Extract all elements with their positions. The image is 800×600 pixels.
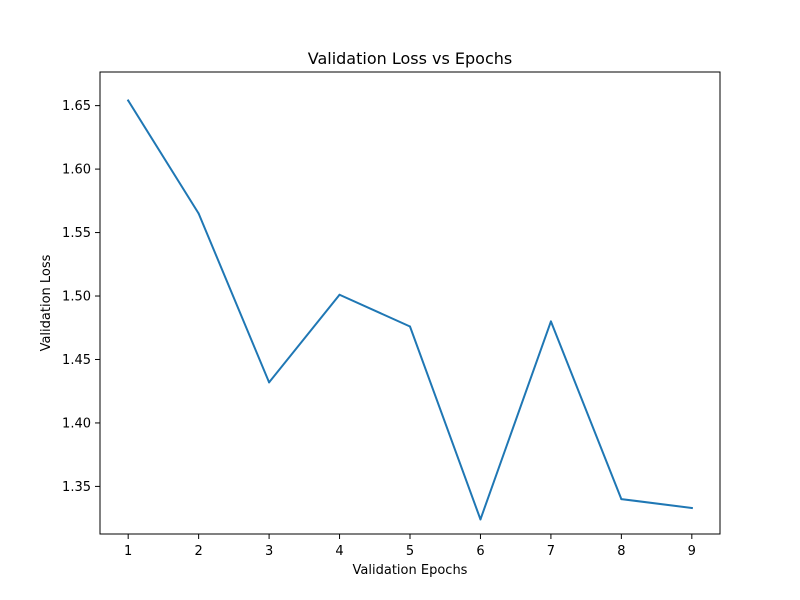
x-tick-label: 4	[335, 544, 343, 559]
x-axis-ticks: 1 2 3 4 5 6 7 8 9	[124, 534, 696, 559]
plot-area: 1 2 3 4 5 6 7 8 9 1.35 1.40 1.45 1.50 1.55 1.60 1.65	[62, 71, 721, 559]
chart-title: Validation Loss vs Epochs	[308, 49, 513, 68]
y-tick-label: 1.40	[62, 416, 91, 431]
x-tick-label: 9	[688, 544, 696, 559]
y-tick-label: 1.35	[62, 480, 91, 495]
x-tick-label: 1	[124, 544, 132, 559]
data-point	[549, 320, 552, 323]
y-tick-label: 1.45	[62, 353, 91, 368]
x-tick-label: 2	[194, 544, 202, 559]
data-point	[690, 506, 693, 509]
y-tick-label: 1.50	[62, 290, 91, 305]
y-tick-label: 1.65	[62, 99, 91, 114]
y-axis-label: Validation Loss	[39, 254, 54, 351]
data-point	[479, 518, 482, 521]
x-tick-label: 5	[406, 544, 414, 559]
data-point	[409, 325, 411, 328]
data-point	[127, 99, 130, 102]
x-tick-label: 3	[265, 544, 273, 559]
y-tick-label: 1.55	[62, 226, 91, 241]
plot-frame	[99, 71, 721, 535]
y-tick-label: 1.60	[62, 163, 91, 178]
data-point	[268, 381, 271, 384]
x-tick-label: 6	[476, 544, 484, 559]
data-point	[620, 498, 623, 501]
data-points	[127, 99, 693, 521]
data-point	[338, 293, 341, 296]
x-axis-label: Validation Epochs	[353, 563, 468, 578]
x-tick-label: 7	[547, 544, 555, 559]
y-axis-ticks: 1.35 1.40 1.45 1.50 1.55 1.60 1.65	[62, 99, 100, 495]
data-point	[197, 212, 200, 215]
x-tick-label: 8	[617, 544, 625, 559]
